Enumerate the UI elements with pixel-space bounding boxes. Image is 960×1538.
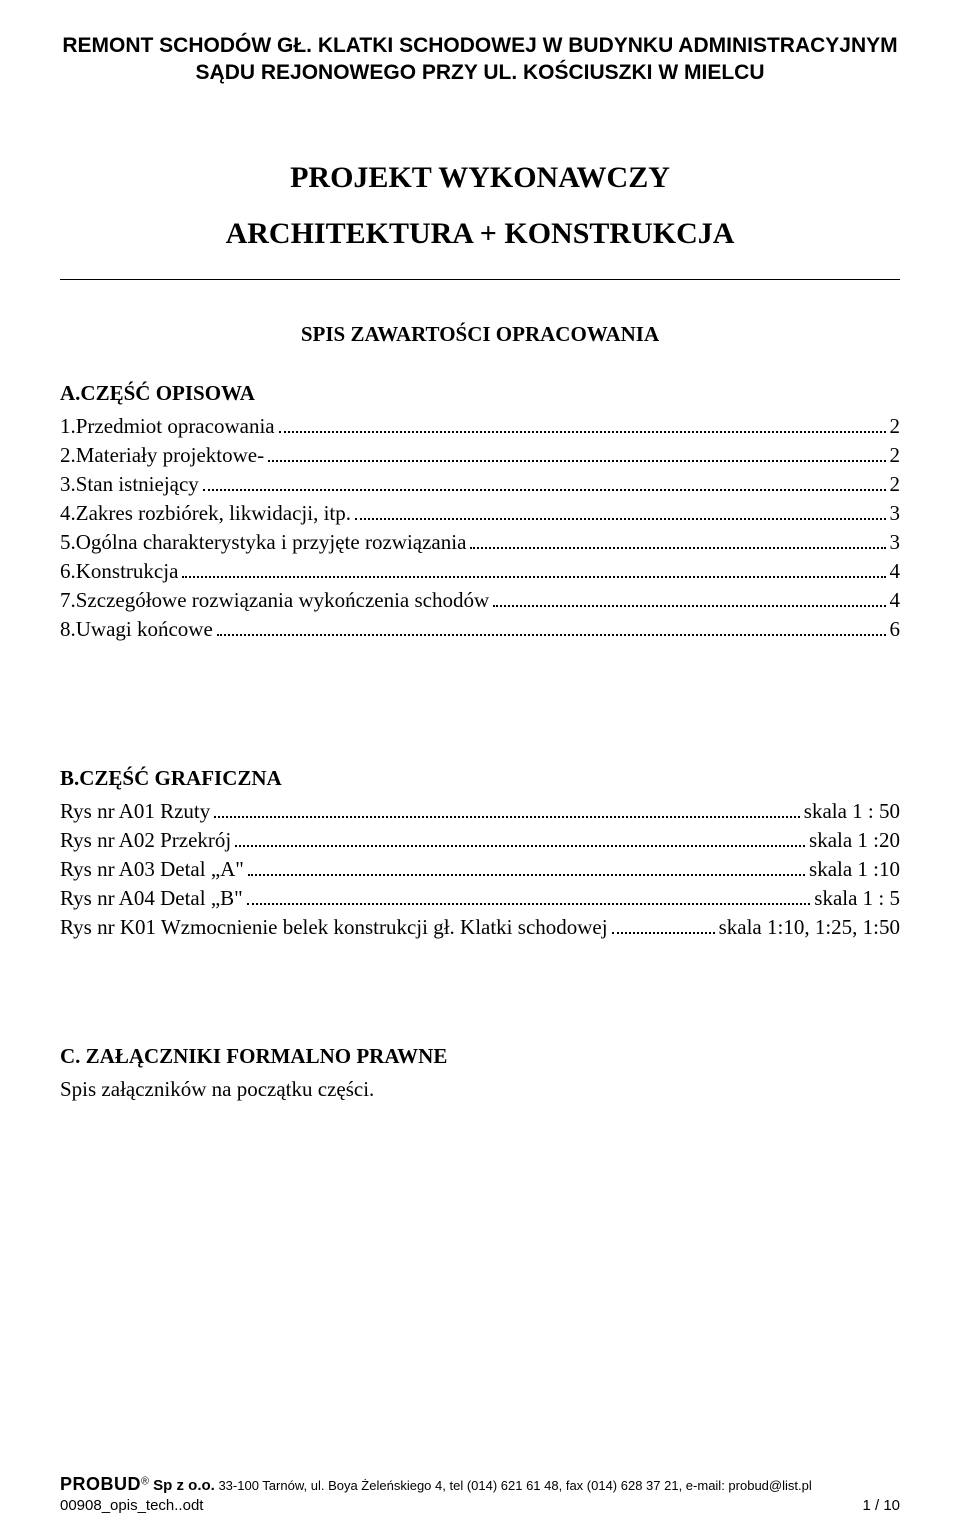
- section-a-heading: A.CZĘŚĆ OPISOWA: [60, 381, 900, 406]
- toc-row: 5.Ogólna charakterystyka i przyjęte rozw…: [60, 530, 900, 555]
- section-b-list: Rys nr A01 Rzuty skala 1 : 50 Rys nr A02…: [60, 799, 900, 940]
- toc-dots: [203, 472, 886, 491]
- title-main: PROJEKT WYKONAWCZY: [60, 157, 900, 199]
- toc-dots: [279, 414, 886, 433]
- toc-label: Rys nr A04 Detal „B": [60, 886, 243, 911]
- section-c-heading: C. ZAŁĄCZNIKI FORMALNO PRAWNE: [60, 1044, 900, 1069]
- toc-page: 4: [890, 559, 901, 584]
- toc-title: SPIS ZAWARTOŚCI OPRACOWANIA: [60, 322, 900, 347]
- toc-dots: [247, 886, 811, 905]
- title-sub: ARCHITEKTURA + KONSTRUKCJA: [60, 217, 900, 251]
- footer-filename: 00908_opis_tech..odt: [60, 1497, 203, 1514]
- divider: [60, 279, 900, 280]
- toc-row: 7.Szczegółowe rozwiązania wykończenia sc…: [60, 588, 900, 613]
- toc-page: skala 1:10, 1:25, 1:50: [719, 915, 900, 940]
- toc-row: 1.Przedmiot opracowania 2: [60, 414, 900, 439]
- toc-label: 7.Szczegółowe rozwiązania wykończenia sc…: [60, 588, 489, 613]
- toc-label: Rys nr A03 Detal „A": [60, 857, 244, 882]
- toc-page: 6: [890, 617, 901, 642]
- document-header: REMONT SCHODÓW GŁ. KLATKI SCHODOWEJ W BU…: [60, 32, 900, 87]
- toc-page: 4: [890, 588, 901, 613]
- toc-label: 3.Stan istniejący: [60, 472, 199, 497]
- toc-page: 2: [890, 443, 901, 468]
- toc-label: 4.Zakres rozbiórek, likwidacji, itp.: [60, 501, 351, 526]
- toc-row: 2.Materiały projektowe- 2: [60, 443, 900, 468]
- toc-row: 3.Stan istniejący 2: [60, 472, 900, 497]
- footer-company-line: PROBUD® Sp z o.o. 33-100 Tarnów, ul. Boy…: [60, 1474, 900, 1495]
- toc-row: Rys nr K01 Wzmocnienie belek konstrukcji…: [60, 915, 900, 940]
- section-b-heading: B.CZĘŚĆ GRAFICZNA: [60, 766, 900, 791]
- toc-label: 5.Ogólna charakterystyka i przyjęte rozw…: [60, 530, 466, 555]
- toc-label: 6.Konstrukcja: [60, 559, 178, 584]
- toc-dots: [248, 857, 805, 876]
- page-footer: PROBUD® Sp z o.o. 33-100 Tarnów, ul. Boy…: [60, 1474, 900, 1514]
- toc-row: Rys nr A03 Detal „A" skala 1 :10: [60, 857, 900, 882]
- toc-dots: [182, 559, 885, 578]
- toc-page: skala 1 :20: [809, 828, 900, 853]
- title-block: PROJEKT WYKONAWCZY ARCHITEKTURA + KONSTR…: [60, 157, 900, 251]
- header-line-1: REMONT SCHODÓW GŁ. KLATKI SCHODOWEJ W BU…: [60, 32, 900, 59]
- toc-page: 2: [890, 472, 901, 497]
- toc-row: Rys nr A01 Rzuty skala 1 : 50: [60, 799, 900, 824]
- toc-label: 8.Uwagi końcowe: [60, 617, 213, 642]
- toc-label: Rys nr A02 Przekrój: [60, 828, 231, 853]
- toc-page: 2: [890, 414, 901, 439]
- footer-address: 33-100 Tarnów, ul. Boya Żeleńskiego 4, t…: [215, 1478, 812, 1493]
- footer-page-number: 1 / 10: [862, 1497, 900, 1514]
- toc-dots: [268, 443, 885, 462]
- header-line-2: SĄDU REJONOWEGO PRZY UL. KOŚCIUSZKI W MI…: [60, 59, 900, 86]
- toc-dots: [214, 799, 800, 818]
- toc-dots: [493, 588, 885, 607]
- toc-label: 2.Materiały projektowe-: [60, 443, 264, 468]
- footer-reg-mark: ®: [141, 1476, 149, 1488]
- toc-label: 1.Przedmiot opracowania: [60, 414, 275, 439]
- footer-brand-suffix: Sp z o.o.: [149, 1477, 215, 1494]
- toc-label: Rys nr K01 Wzmocnienie belek konstrukcji…: [60, 915, 608, 940]
- toc-row: 8.Uwagi końcowe 6: [60, 617, 900, 642]
- page: REMONT SCHODÓW GŁ. KLATKI SCHODOWEJ W BU…: [0, 0, 960, 1538]
- toc-page: 3: [890, 530, 901, 555]
- toc-page: skala 1 :10: [809, 857, 900, 882]
- toc-row: Rys nr A02 Przekrój skala 1 :20: [60, 828, 900, 853]
- toc-row: Rys nr A04 Detal „B" skala 1 : 5: [60, 886, 900, 911]
- toc-row: 4.Zakres rozbiórek, likwidacji, itp. 3: [60, 501, 900, 526]
- toc-page: skala 1 : 50: [804, 799, 900, 824]
- toc-row: 6.Konstrukcja 4: [60, 559, 900, 584]
- toc-dots: [355, 501, 886, 520]
- section-c-text: Spis załączników na początku części.: [60, 1077, 900, 1102]
- toc-dots: [217, 617, 886, 636]
- toc-label: Rys nr A01 Rzuty: [60, 799, 210, 824]
- toc-page: 3: [890, 501, 901, 526]
- footer-brand: PROBUD: [60, 1474, 141, 1494]
- toc-dots: [235, 828, 805, 847]
- toc-dots: [612, 915, 715, 934]
- toc-page: skala 1 : 5: [814, 886, 900, 911]
- section-a-list: 1.Przedmiot opracowania 2 2.Materiały pr…: [60, 414, 900, 642]
- toc-dots: [470, 530, 885, 549]
